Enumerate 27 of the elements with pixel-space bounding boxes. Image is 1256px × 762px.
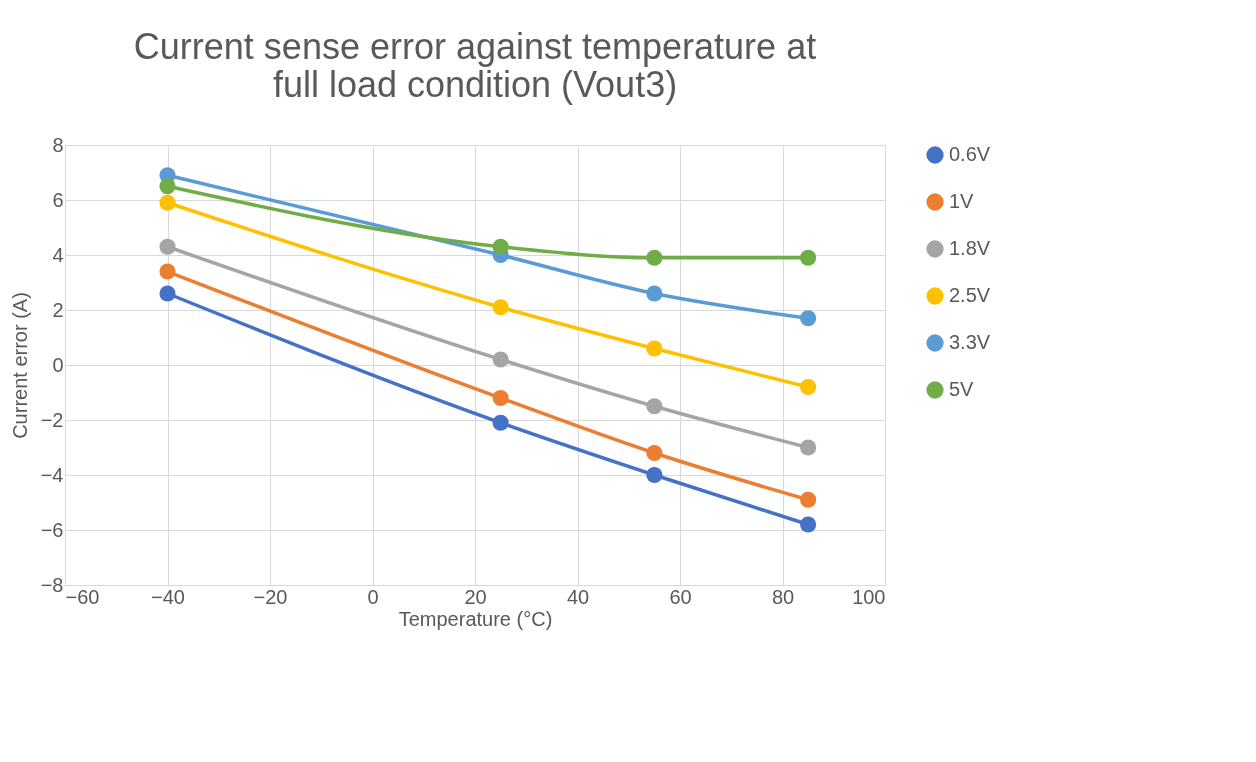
legend-label: 1.8V xyxy=(949,237,991,259)
x-tick-label: 60 xyxy=(669,585,692,608)
y-tick-label: 2 xyxy=(52,298,64,321)
y-tick-label: −4 xyxy=(40,463,64,486)
y-tick-label: 6 xyxy=(52,188,64,211)
y-tick-label: −2 xyxy=(40,408,64,431)
x-tick-label: 100 xyxy=(852,585,886,608)
x-tick-label: −20 xyxy=(253,585,288,608)
y-tick-label: 8 xyxy=(52,133,64,156)
y-tick-label: 0 xyxy=(52,353,64,376)
x-tick-label: 0 xyxy=(367,585,379,608)
y-tick-label: −6 xyxy=(40,518,64,541)
y-tick-label: 4 xyxy=(52,243,64,266)
legend-label: 1V xyxy=(949,190,975,212)
legend-label: 2.5V xyxy=(949,284,991,306)
text: Current sense error against temperature at xyxy=(133,26,817,67)
x-tick-label: 20 xyxy=(464,585,487,608)
x-tick-label: −40 xyxy=(151,585,185,608)
x-tick-label: 40 xyxy=(566,585,590,608)
legend-label: 3.3V xyxy=(949,331,991,353)
x-axis-title: Temperature (°C) xyxy=(398,607,553,630)
legend-label: 0.6V xyxy=(949,143,991,165)
x-tick-label: −60 xyxy=(65,585,100,608)
y-axis-title: Current error (A) xyxy=(8,292,31,439)
y-tick-label: −8 xyxy=(40,573,64,596)
legend-label: 5V xyxy=(949,378,975,400)
x-tick-label: 80 xyxy=(771,585,795,608)
